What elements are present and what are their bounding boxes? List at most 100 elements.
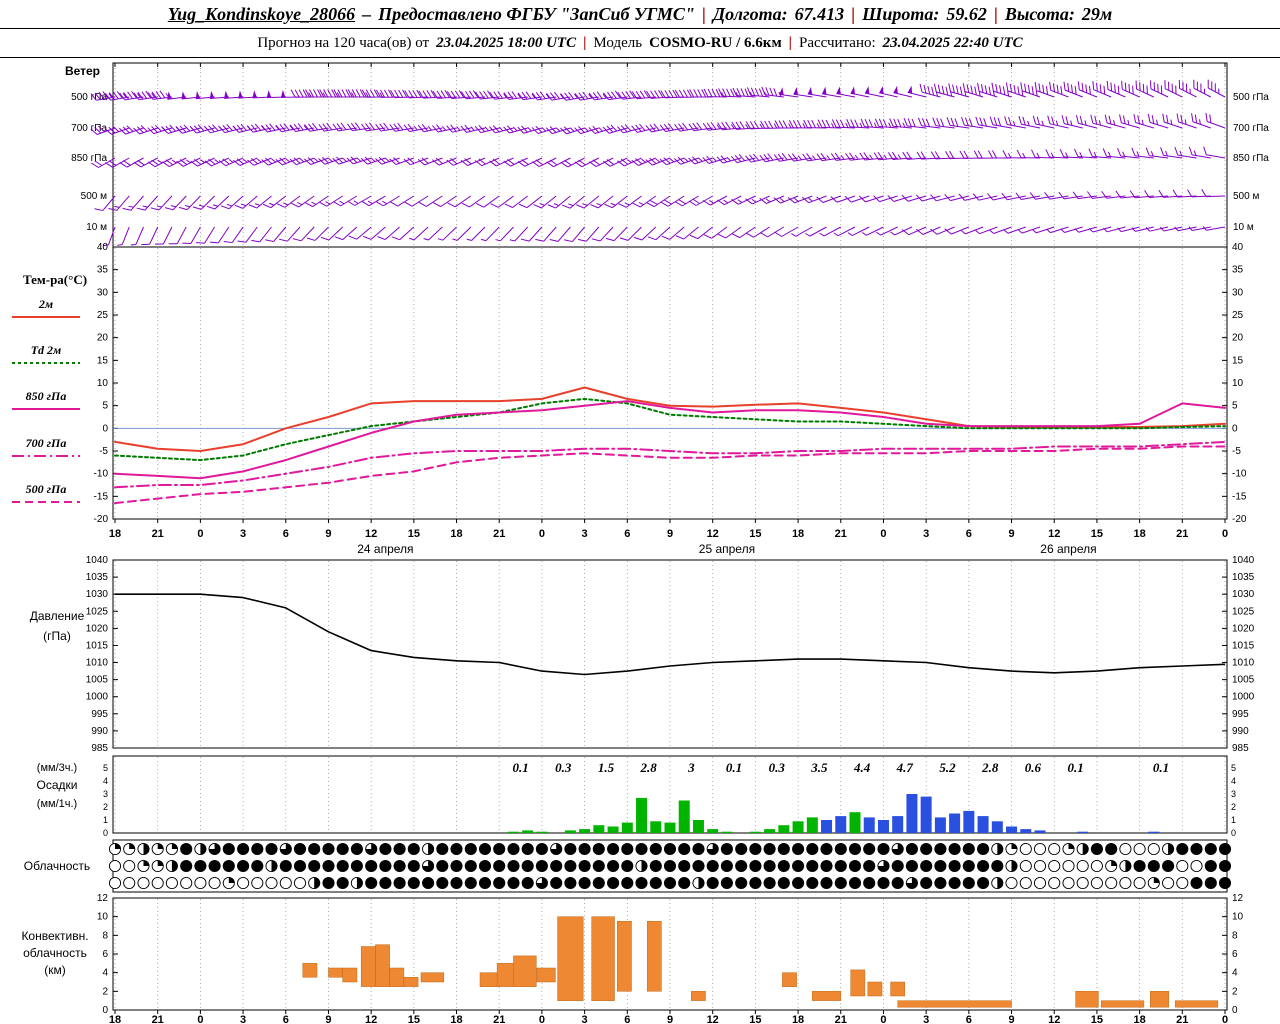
barb-feather bbox=[475, 203, 485, 208]
barb-staff bbox=[108, 226, 116, 246]
barb-feather bbox=[483, 90, 489, 99]
barb-half-feather bbox=[833, 232, 839, 237]
barb-staff bbox=[239, 157, 258, 166]
barb-staff bbox=[270, 195, 287, 209]
temp-850-line bbox=[114, 400, 1226, 480]
wind-barb bbox=[660, 195, 685, 207]
precip-3h-amount: 5.2 bbox=[939, 760, 956, 775]
barb-feather bbox=[930, 151, 937, 160]
wind-barb bbox=[209, 226, 230, 244]
barb-feather bbox=[958, 193, 965, 201]
hour-label-bottom: 9 bbox=[1008, 1014, 1014, 1024]
barb-feather bbox=[222, 124, 229, 132]
cloud-symbol-fill bbox=[314, 877, 320, 889]
wind-barb bbox=[845, 152, 870, 161]
wind-barb bbox=[779, 87, 799, 98]
barb-feather bbox=[606, 125, 614, 133]
cloud-symbol bbox=[749, 876, 762, 890]
wind-barb bbox=[164, 195, 187, 211]
wind-barb bbox=[833, 226, 856, 237]
barb-feather bbox=[1121, 80, 1123, 90]
wind-barb bbox=[389, 157, 414, 165]
wind-barb bbox=[1144, 190, 1169, 199]
barb-feather bbox=[693, 89, 699, 98]
cloud-symbol-fill bbox=[143, 860, 150, 866]
temp-ytick-right: 25 bbox=[1232, 310, 1244, 321]
barb-feather bbox=[825, 119, 831, 128]
barb-half-feather bbox=[509, 239, 515, 242]
wind-barb bbox=[1174, 146, 1197, 159]
barb-staff bbox=[537, 96, 557, 101]
wind-barb bbox=[1172, 189, 1197, 198]
precip-3h-amount: 3 bbox=[687, 760, 695, 775]
barb-staff bbox=[456, 226, 472, 241]
barb-feather bbox=[474, 125, 482, 133]
barb-feather bbox=[635, 124, 642, 132]
barb-half-feather bbox=[212, 204, 219, 207]
barb-feather bbox=[1162, 113, 1165, 123]
wind-barb bbox=[633, 226, 657, 241]
cloud-symbol bbox=[891, 859, 904, 873]
hour-label-bottom: 18 bbox=[792, 1014, 804, 1024]
precip-bar bbox=[764, 829, 776, 833]
cloudiness-label: Облачность bbox=[24, 859, 90, 873]
barb-staff bbox=[965, 226, 984, 235]
barb-feather bbox=[992, 150, 997, 159]
cloud-symbol bbox=[521, 876, 534, 890]
barb-feather bbox=[337, 89, 343, 98]
barb-staff bbox=[1192, 226, 1211, 232]
cloud-symbol bbox=[478, 876, 492, 890]
wind-barb bbox=[391, 226, 415, 241]
barb-staff bbox=[878, 125, 898, 129]
wind-barb bbox=[122, 195, 144, 211]
barb-staff bbox=[286, 226, 301, 242]
wind-barb bbox=[887, 195, 913, 202]
cloud-symbol bbox=[706, 859, 719, 873]
barb-staff bbox=[1193, 87, 1212, 98]
barb-feather bbox=[208, 125, 215, 133]
precip-bar bbox=[522, 830, 534, 833]
barb-half-feather bbox=[336, 92, 341, 98]
barb-half-feather bbox=[470, 126, 475, 131]
wind-barb bbox=[1102, 148, 1126, 159]
wind-level-label-left: 500 гПа bbox=[71, 92, 107, 103]
barb-half-feather bbox=[413, 125, 418, 131]
barb-staff bbox=[514, 226, 529, 242]
barb-half-feather bbox=[342, 157, 347, 162]
barb-feather bbox=[98, 91, 105, 100]
barb-feather bbox=[1036, 116, 1041, 126]
cloud-symbol bbox=[493, 859, 506, 873]
barb-staff bbox=[1035, 226, 1055, 234]
cloud-symbol bbox=[763, 876, 776, 890]
barb-feather bbox=[275, 124, 282, 133]
barb-staff bbox=[310, 157, 329, 165]
barb-staff bbox=[879, 92, 898, 98]
barb-half-feather bbox=[226, 203, 233, 207]
barb-feather bbox=[948, 83, 952, 92]
pressure-ytick-left: 1010 bbox=[86, 658, 109, 669]
wind-barb bbox=[945, 150, 969, 160]
barb-half-feather bbox=[624, 202, 630, 206]
temp-ytick-right: -10 bbox=[1232, 469, 1247, 480]
wind-barb bbox=[545, 126, 571, 135]
barb-feather bbox=[933, 83, 937, 93]
barb-half-feather bbox=[765, 198, 771, 203]
barb-feather bbox=[672, 89, 678, 98]
barb-half-feather bbox=[1003, 229, 1009, 234]
barb-staff bbox=[652, 157, 671, 166]
barb-feather bbox=[901, 229, 910, 236]
wind-barb bbox=[961, 116, 984, 129]
barb-staff bbox=[409, 96, 429, 99]
barb-half-feather bbox=[151, 93, 156, 98]
wind-barb bbox=[873, 152, 898, 161]
barb-feather bbox=[105, 162, 113, 168]
wind-barb bbox=[1060, 226, 1083, 233]
precip-ytick-right: 2 bbox=[1231, 802, 1236, 812]
barb-half-feather bbox=[831, 122, 835, 128]
barb-feather bbox=[816, 153, 823, 161]
barb-feather bbox=[592, 125, 600, 133]
barb-half-feather bbox=[791, 233, 796, 237]
barb-staff bbox=[682, 195, 699, 207]
barb-feather bbox=[145, 90, 152, 99]
